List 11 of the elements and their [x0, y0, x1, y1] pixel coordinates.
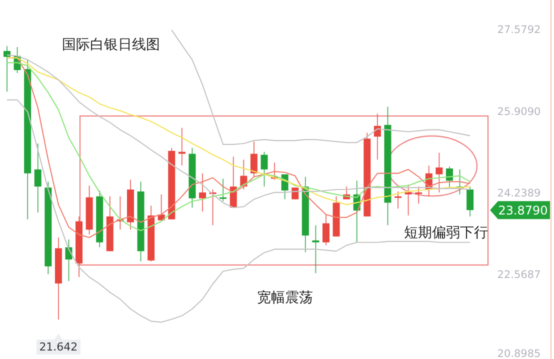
y-tick-label: 22.5687	[497, 269, 541, 282]
line-series	[171, 29, 471, 146]
annotation: 宽幅震荡	[257, 290, 313, 306]
text: 23.8790	[498, 204, 548, 218]
y-tick-label: 25.9090	[497, 106, 541, 118]
y-tick-label: 20.8985	[497, 348, 541, 359]
annotation: 21.642	[39, 340, 78, 354]
y-tick-label: 24.2389	[497, 188, 541, 200]
annotation: 短期偏弱下行	[404, 225, 488, 241]
text: 国际白银日线图	[62, 37, 160, 53]
y-tick-label: 27.5792	[497, 24, 541, 36]
